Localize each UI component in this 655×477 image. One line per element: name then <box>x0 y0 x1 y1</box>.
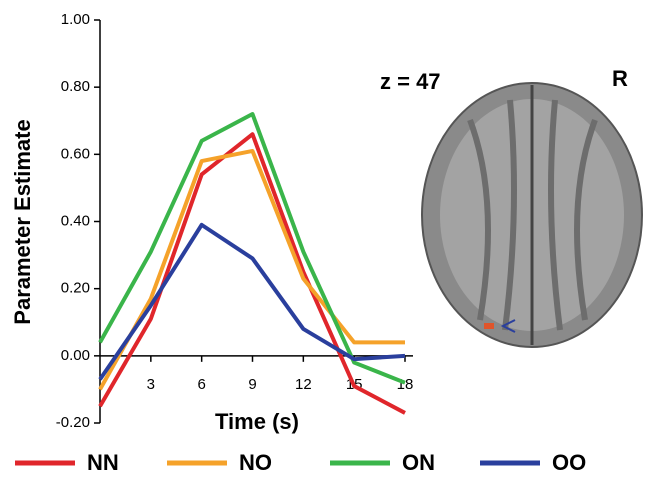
y-tick-label: 0.00 <box>61 347 90 364</box>
series-line <box>100 151 405 389</box>
annotation: z = 47 <box>380 69 441 94</box>
x-tick-label: 3 <box>147 376 155 393</box>
y-tick-label: 1.00 <box>61 11 90 28</box>
y-tick-label: 0.60 <box>61 145 90 162</box>
page: z = 47 R Parameter Estimate Time (s) -0.… <box>0 0 655 477</box>
series-line <box>100 134 405 413</box>
x-tick-label: 12 <box>295 376 312 393</box>
annotation: R <box>612 66 628 91</box>
legend-label: NO <box>239 450 272 475</box>
y-tick-label: 0.20 <box>61 280 90 297</box>
legend-label: ON <box>402 450 435 475</box>
x-tick-label: 9 <box>248 376 256 393</box>
legend-label: OO <box>552 450 586 475</box>
x-axis-title: Time (s) <box>215 409 299 434</box>
brain-image <box>422 83 642 347</box>
x-tick-label: 6 <box>197 376 205 393</box>
legend-label: NN <box>87 450 119 475</box>
y-tick-label: -0.20 <box>56 414 90 431</box>
y-tick-label: 0.80 <box>61 78 90 95</box>
y-tick-label: 0.40 <box>61 212 90 229</box>
chart: z = 47 R Parameter Estimate Time (s) -0.… <box>0 0 655 477</box>
y-axis-title: Parameter Estimate <box>10 119 35 324</box>
